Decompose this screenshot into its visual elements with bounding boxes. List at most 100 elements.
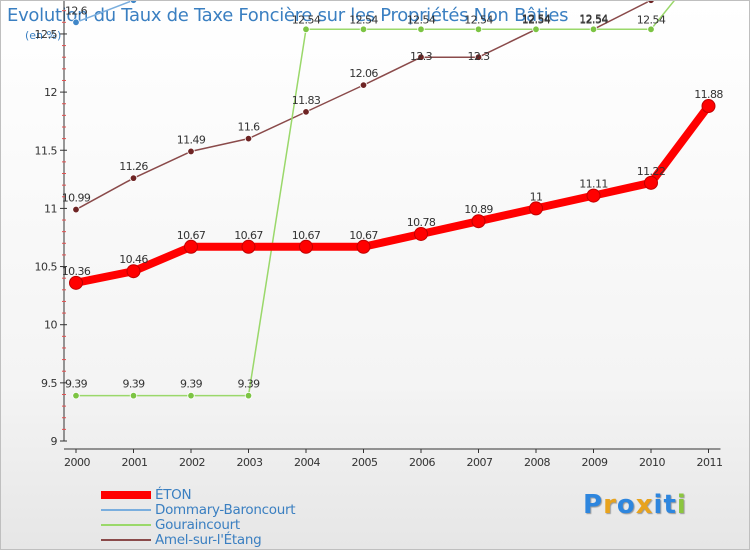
data-label-3: 12.54 bbox=[522, 12, 551, 25]
data-label-3: 12.54 bbox=[579, 12, 608, 25]
data-label-2: 12.54 bbox=[407, 13, 436, 26]
data-label-2: 12.54 bbox=[292, 13, 321, 26]
series-point-2 bbox=[532, 25, 540, 33]
y-tick-label: 10 bbox=[44, 319, 57, 332]
series-point-3 bbox=[187, 147, 195, 156]
series-point-0 bbox=[241, 239, 256, 254]
proxiti-logo: Proxiti bbox=[583, 490, 687, 520]
y-tick-label: 11 bbox=[44, 202, 57, 215]
series-point-3 bbox=[244, 134, 253, 143]
x-tick-label: 2005 bbox=[352, 456, 378, 469]
series-point-0 bbox=[529, 201, 543, 216]
y-axis-unit-label: (en %) bbox=[25, 29, 62, 42]
series-point-0 bbox=[586, 188, 601, 203]
series-point-3 bbox=[302, 108, 310, 116]
data-label-0: 11.11 bbox=[579, 178, 608, 191]
data-label-0: 10.78 bbox=[407, 216, 436, 229]
data-label-2: 12.54 bbox=[349, 13, 378, 26]
data-label-0: 10.67 bbox=[292, 229, 321, 242]
data-label-0: 11.22 bbox=[637, 165, 666, 178]
data-label-2: 12.54 bbox=[522, 13, 551, 26]
series-point-0 bbox=[644, 175, 658, 190]
series-line-3 bbox=[75, 1, 652, 211]
logo-letter: r bbox=[603, 490, 617, 520]
series-point-2 bbox=[129, 391, 138, 400]
data-label-3: 12.3 bbox=[410, 50, 433, 63]
y-tick-label: 12.5 bbox=[35, 28, 58, 41]
data-label-0: 10.89 bbox=[464, 203, 493, 216]
legend-label: Amel-sur-l'Étang bbox=[155, 532, 262, 548]
x-tick-label: 2001 bbox=[122, 456, 148, 469]
x-tick-label: 2011 bbox=[697, 456, 723, 469]
y-tick-label: 12 bbox=[44, 86, 57, 99]
series-point-2 bbox=[474, 25, 483, 33]
data-label-2: 9.39 bbox=[122, 378, 145, 391]
data-label-0: 10.67 bbox=[177, 229, 206, 242]
series-point-3 bbox=[359, 81, 368, 89]
data-label-2: 9.39 bbox=[180, 378, 203, 391]
series-point-2 bbox=[187, 391, 195, 400]
legend-swatch bbox=[101, 524, 151, 526]
legend-label: Gouraincourt bbox=[155, 517, 240, 533]
y-tick-label: 9.5 bbox=[41, 377, 57, 390]
data-label-3: 11.49 bbox=[177, 133, 206, 146]
x-tick-label: 2008 bbox=[524, 456, 550, 469]
logo-letter: o bbox=[616, 490, 636, 520]
data-label-3: 11.83 bbox=[292, 94, 321, 107]
x-tick-label: 2004 bbox=[294, 456, 320, 469]
x-tick-label: 2002 bbox=[179, 456, 205, 469]
series-point-0 bbox=[356, 239, 371, 254]
data-label-2: 9.39 bbox=[65, 378, 88, 391]
chart-title: Evolution du Taux de Taxe Foncière sur l… bbox=[7, 5, 569, 26]
data-label-3: 11.26 bbox=[119, 160, 148, 173]
series-point-0 bbox=[471, 214, 486, 229]
logo-letter: x bbox=[635, 490, 654, 520]
data-label-1: 12.6 bbox=[65, 4, 88, 17]
series-point-0 bbox=[414, 226, 428, 241]
series-point-2 bbox=[244, 391, 253, 400]
series-point-0 bbox=[126, 264, 141, 279]
series-point-3 bbox=[647, 1, 655, 4]
data-label-3: 10.99 bbox=[62, 192, 91, 205]
logo-letter: t bbox=[663, 490, 677, 520]
data-label-0: 10.36 bbox=[62, 265, 91, 278]
series-point-1 bbox=[129, 1, 138, 4]
data-label-0: 10.67 bbox=[349, 229, 378, 242]
data-label-3: 11.6 bbox=[237, 121, 260, 134]
y-tick-label: 10.5 bbox=[35, 261, 58, 274]
logo-letter: i bbox=[676, 490, 687, 520]
data-label-0: 10.46 bbox=[119, 253, 148, 266]
series-point-2 bbox=[302, 25, 310, 33]
series-point-2 bbox=[589, 25, 598, 33]
data-label-3: 12.06 bbox=[349, 67, 378, 80]
series-point-2 bbox=[647, 25, 655, 33]
series-line-0 bbox=[72, 102, 713, 287]
x-tick-label: 2009 bbox=[582, 456, 608, 469]
series-point-3 bbox=[417, 53, 425, 61]
data-label-0: 11 bbox=[530, 190, 543, 203]
x-tick-label: 2003 bbox=[237, 456, 263, 469]
data-label-2: 9.39 bbox=[237, 378, 260, 391]
legend-label: Dommary-Baroncourt bbox=[155, 502, 296, 518]
series-line-2 bbox=[75, 1, 675, 397]
x-tick-label: 2006 bbox=[409, 456, 435, 469]
x-tick-label: 2000 bbox=[64, 456, 90, 469]
data-label-0: 11.88 bbox=[694, 88, 723, 101]
data-label-3: 12.3 bbox=[467, 50, 490, 63]
x-tick-label: 2010 bbox=[639, 456, 665, 469]
series-point-2 bbox=[72, 391, 80, 400]
y-tick-label: 9 bbox=[51, 435, 58, 448]
legend-swatch bbox=[101, 491, 151, 499]
data-label-0: 10.67 bbox=[234, 229, 263, 242]
logo-letter: i bbox=[653, 490, 664, 520]
series-point-0 bbox=[184, 239, 198, 254]
series-point-3 bbox=[72, 205, 80, 214]
series-point-0 bbox=[701, 99, 716, 114]
series-point-3 bbox=[129, 174, 138, 182]
y-tick-label: 11.5 bbox=[35, 144, 58, 157]
logo-letter: P bbox=[583, 490, 604, 520]
data-label-2: 12.54 bbox=[637, 13, 666, 26]
data-label-2: 12.54 bbox=[464, 13, 493, 26]
